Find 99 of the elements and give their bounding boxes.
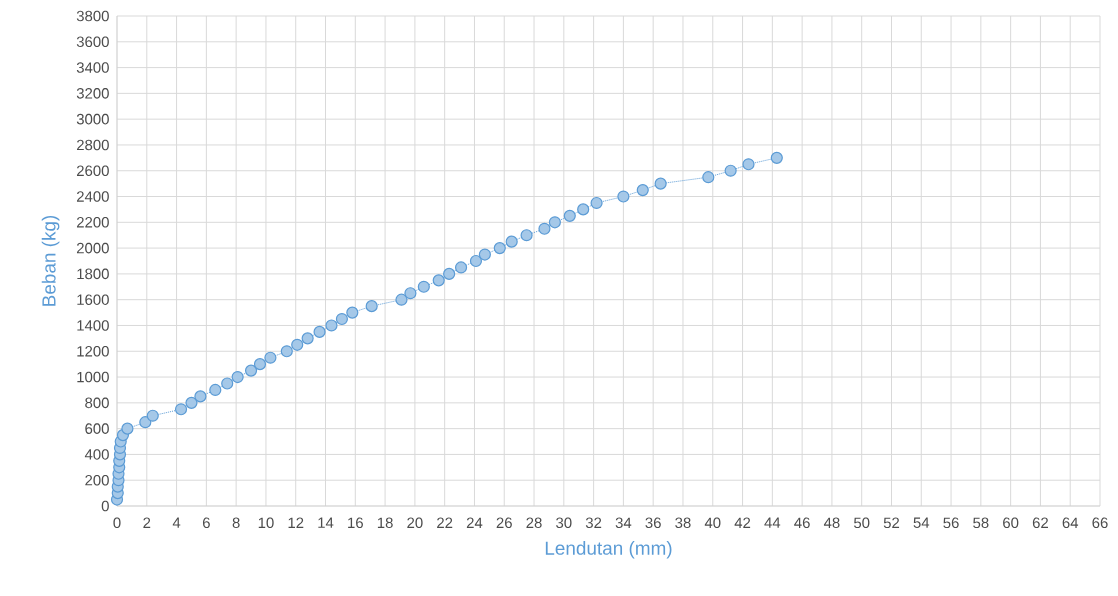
x-tick-label: 34 [615, 517, 632, 529]
x-tick-label: 20 [407, 517, 423, 529]
y-tick-label: 2800 [76, 139, 109, 151]
point [548, 216, 561, 229]
point [346, 306, 359, 319]
y-tick-label: 1400 [77, 320, 109, 331]
x-tick-label: 52 [883, 517, 900, 529]
point [770, 151, 783, 164]
point [291, 338, 304, 351]
point [221, 377, 234, 390]
point [590, 196, 603, 210]
point [231, 370, 244, 384]
x-tick-label: 12 [288, 517, 304, 528]
point [478, 248, 491, 261]
point [563, 209, 576, 222]
x-tick-label: 28 [526, 517, 542, 529]
x-tick-label: 14 [318, 517, 334, 528]
point [301, 332, 314, 345]
y-axis-title: Beban (kg) [41, 215, 60, 306]
point [654, 177, 667, 190]
point [139, 416, 152, 429]
x-tick-label: 24 [466, 517, 483, 528]
point [520, 229, 533, 242]
x-tick-label: 2 [143, 517, 151, 528]
point [121, 422, 134, 435]
y-tick-label: 2200 [76, 217, 109, 228]
point [185, 396, 198, 409]
x-tick-label: 6 [202, 517, 210, 529]
y-tick-label: 2600 [76, 165, 109, 177]
x-tick-label: 22 [437, 517, 453, 528]
y-tick-label: 1000 [77, 371, 109, 383]
point [280, 345, 293, 358]
y-tick-label: 3400 [76, 62, 109, 73]
x-tick-label: 16 [348, 517, 363, 529]
x-tick-label: 38 [675, 517, 691, 529]
x-tick-label: 66 [1092, 517, 1108, 529]
x-tick-label: 30 [556, 517, 572, 529]
point [335, 312, 348, 326]
point [702, 171, 715, 184]
point [253, 358, 267, 371]
x-tick-label: 60 [1003, 517, 1019, 529]
point [146, 409, 159, 422]
point [454, 261, 468, 274]
y-tick-label: 1200 [77, 345, 109, 357]
y-tick-label: 600 [85, 423, 109, 434]
y-tick-label: 3800 [76, 10, 109, 22]
point [264, 351, 277, 364]
point [395, 293, 408, 306]
x-tick-label: 44 [764, 517, 781, 528]
point [742, 158, 755, 171]
y-tick-label: 1600 [77, 294, 109, 305]
x-tick-label: 0 [113, 517, 121, 529]
point [313, 325, 326, 338]
x-tick-label: 64 [1062, 517, 1079, 529]
point [636, 184, 649, 197]
x-tick-label: 8 [232, 517, 240, 529]
x-axis-title: Lendutan (mm) [545, 540, 672, 559]
point [469, 254, 483, 268]
point [194, 390, 207, 403]
x-tick-label: 10 [258, 517, 274, 529]
point [724, 164, 737, 177]
x-tick-label: 58 [973, 517, 989, 529]
x-tick-label: 42 [734, 517, 751, 528]
point [505, 235, 518, 248]
x-tick-label: 50 [853, 517, 870, 529]
x-tick-label: 62 [1032, 517, 1048, 529]
point [404, 287, 417, 300]
y-tick-label: 1800 [77, 268, 109, 280]
y-tick-label: 3600 [76, 36, 109, 48]
x-tick-label: 4 [172, 517, 181, 528]
x-tick-label: 46 [794, 517, 810, 529]
x-tick-label: 32 [585, 517, 602, 529]
y-tick-label: 200 [85, 474, 109, 486]
y-tick-label: 3200 [76, 88, 109, 99]
x-tick-label: 40 [704, 517, 721, 529]
point [443, 267, 456, 280]
point [209, 383, 222, 397]
y-tick-label: 0 [101, 500, 109, 512]
y-tick-label: 2400 [76, 191, 109, 202]
point [577, 203, 590, 216]
point [174, 403, 188, 416]
x-tick-label: 18 [377, 517, 393, 529]
point [365, 300, 378, 313]
point [432, 274, 445, 287]
x-tick-label: 36 [645, 517, 661, 529]
y-tick-label: 2000 [76, 242, 109, 254]
y-tick-label: 800 [85, 397, 109, 409]
point [417, 280, 430, 293]
y-tick-label: 3000 [76, 113, 109, 125]
x-tick-label: 56 [943, 517, 959, 529]
point [617, 190, 630, 203]
point [325, 319, 338, 332]
y-tick-label: 400 [84, 449, 109, 460]
x-tick-label: 48 [823, 517, 840, 529]
point [538, 222, 551, 235]
x-tick-label: 26 [496, 517, 512, 529]
x-tick-label: 54 [913, 517, 930, 528]
point [244, 364, 258, 377]
point [493, 242, 506, 255]
